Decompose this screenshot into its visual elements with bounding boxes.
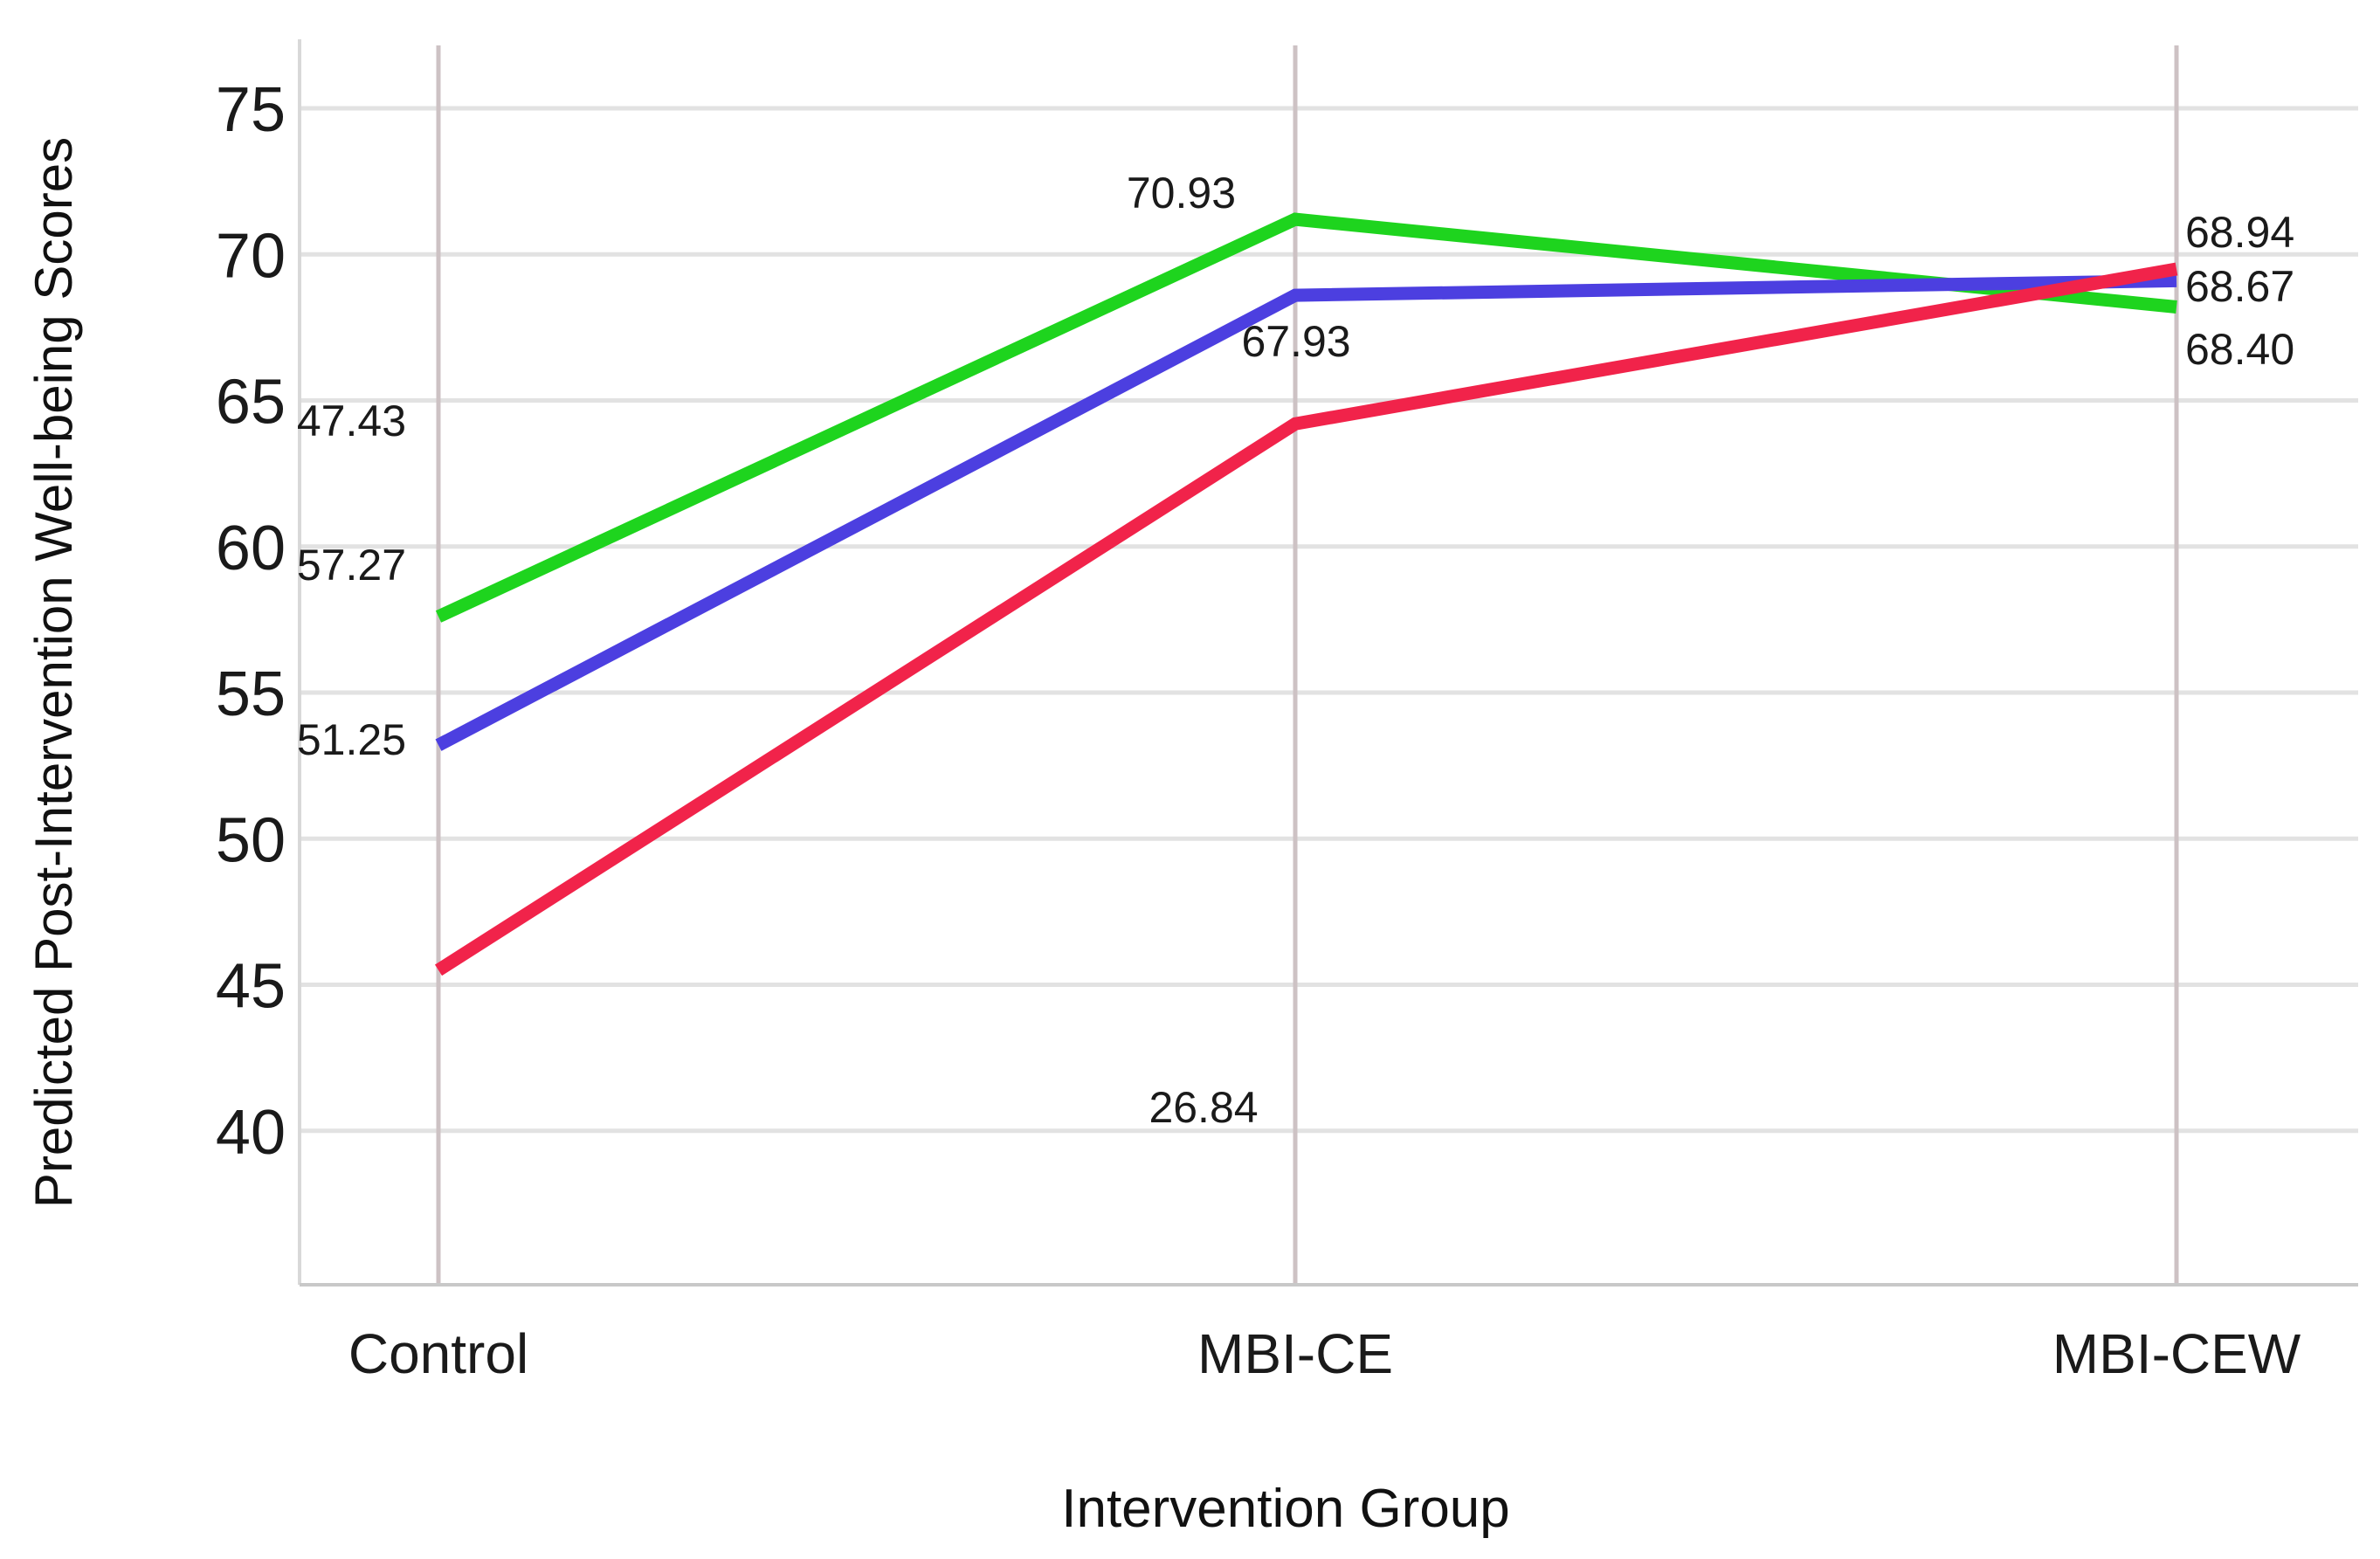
horizontal-gridlines [300,106,2358,1134]
series-lines [434,212,2178,976]
data-label: 67.93 [1241,317,1350,366]
series-line-blue [435,273,2177,751]
data-label: 68.94 [2185,208,2294,257]
y-tick-labels: 75 70 65 60 55 50 45 40 [216,75,286,1168]
series-line-red [434,262,2178,976]
x-category-label: Control [348,1322,528,1385]
y-tick-label: 50 [216,805,286,875]
y-tick-label: 75 [216,75,286,145]
data-label: 68.67 [2185,262,2294,311]
data-label: 57.27 [297,541,406,590]
series-line-green [435,212,2177,623]
y-tick-label: 70 [216,221,286,291]
data-label: 51.25 [297,715,406,764]
x-category-label: MBI-CEW [2052,1322,2301,1385]
data-label: 47.43 [297,397,406,445]
category-gridlines [436,45,2179,1285]
y-tick-label: 45 [216,952,286,1022]
data-label: 68.40 [2185,325,2294,374]
x-category-labels: Control MBI-CE MBI-CEW [348,1322,2301,1385]
y-tick-label: 55 [216,659,286,729]
y-tick-label: 40 [216,1098,286,1168]
x-axis-title: Intervention Group [1061,1479,1510,1539]
x-category-label: MBI-CE [1197,1322,1393,1385]
y-tick-label: 65 [216,368,286,438]
data-label: 70.93 [1127,169,1236,217]
y-tick-label: 60 [216,514,286,583]
data-label: 26.84 [1149,1083,1258,1132]
plot-frame [298,39,2358,1287]
y-axis-title: Predicted Post-Intervention Well-being S… [24,137,83,1208]
point-labels: 47.43 57.27 51.25 70.93 67.93 26.84 68.94 68.67… [297,169,2294,1132]
